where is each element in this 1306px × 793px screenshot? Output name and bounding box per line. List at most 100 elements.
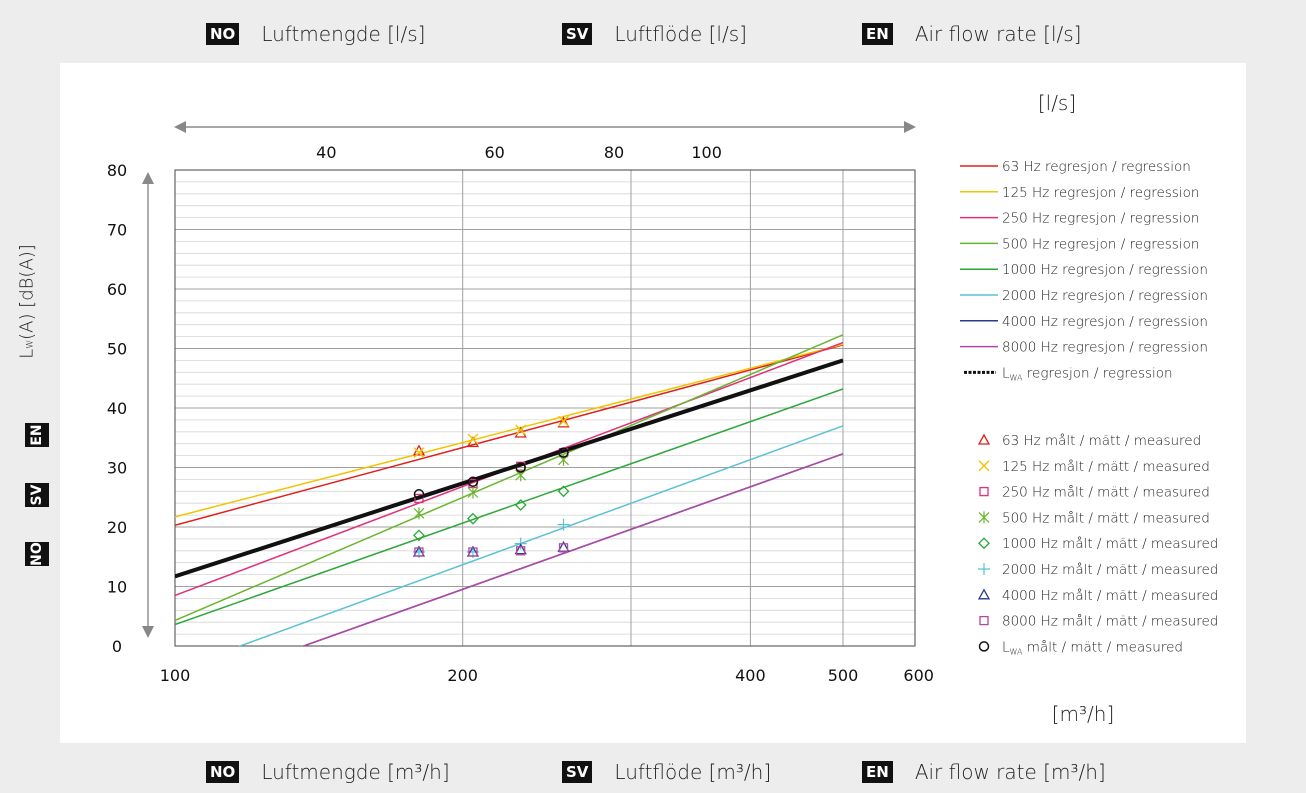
top-tick-label: 80: [604, 143, 624, 162]
legend-label-0: 63 Hz regresjon / regression: [1002, 159, 1191, 175]
legend-marker-0: [977, 433, 991, 445]
legend-marker-4: [978, 537, 990, 550]
y-tick-label: 10: [107, 578, 127, 597]
y-tick-label: 50: [107, 340, 127, 359]
footer-text-no: Luftmengde [m³/h]: [261, 760, 450, 784]
footer-text-sv: Luftflöde [m³/h]: [614, 760, 772, 784]
regression-lines: [175, 334, 844, 646]
chart-panel: [60, 63, 1246, 743]
regression-line-1: [175, 343, 844, 518]
legend-measured-label-6: 4000 Hz målt / mätt / measured: [1002, 587, 1218, 604]
x-tick-label: 100: [160, 666, 191, 685]
y-tick-label: 0: [112, 637, 122, 656]
legend-measured-label-8: LWA målt / mätt / measured: [1002, 638, 1183, 656]
legend-measured-label-5: 2000 Hz målt / mätt / measured: [1002, 561, 1218, 578]
measured-point-5-3: [557, 518, 570, 531]
measured-point-1-3: [558, 415, 570, 427]
legend-marker-8: [978, 641, 990, 652]
legend-measured-label-4: 1000 Hz målt / mätt / measured: [1002, 535, 1218, 552]
legend: 63 Hz regresjon / regression 125 Hz regre…: [960, 159, 1218, 656]
y-tick-label: 40: [107, 399, 127, 418]
legend-marker-2: [979, 486, 989, 497]
legend-marker-7: [979, 615, 989, 626]
header-badge-sv: SV: [562, 23, 593, 45]
top-axis-unit: [l/s]: [1038, 91, 1076, 115]
plot-border: [174, 169, 916, 647]
legend-measured-label-7: 8000 Hz målt / mätt / measured: [1002, 613, 1218, 630]
legend-label-6: 4000 Hz regresjon / regression: [1002, 314, 1208, 330]
y-tick-label: 20: [107, 518, 127, 537]
regression-line-3: [175, 334, 844, 622]
legend-label-4: 1000 Hz regresjon / regression: [1002, 262, 1208, 278]
measured-point-8-0: [413, 489, 425, 500]
lwa-regression-line: [175, 358, 844, 579]
top-tick-label: 100: [691, 143, 722, 162]
measured-point-4-1: [467, 512, 479, 525]
measured-point-7-3: [558, 543, 569, 553]
measured-point-3-2: [515, 469, 527, 482]
measured-point-6-2: [514, 543, 527, 555]
measured-point-4-0: [413, 529, 425, 542]
top-axis-arrow-head-left: [174, 121, 186, 133]
legend-label-1: 125 Hz regresjon / regression: [1002, 185, 1199, 201]
measured-point-0-3: [557, 416, 570, 428]
regression-line-0: [175, 344, 844, 526]
measured-point-1-0: [413, 447, 425, 459]
measured-point-8-2: [515, 462, 526, 473]
header-label-sv: SV Luftflöde [l/s]: [562, 22, 747, 46]
y-tick-label: 80: [107, 161, 127, 180]
header-text-en: Air flow rate [l/s]: [914, 22, 1082, 46]
footer-label-sv: SV Luftflöde [m³/h]: [562, 760, 771, 784]
footer-badge-no: NO: [206, 761, 240, 783]
measured-point-4-2: [514, 499, 527, 511]
measured-point-3-0: [413, 507, 425, 520]
footer-badge-en: EN: [862, 761, 893, 783]
footer-label-no: NO Luftmengde [m³/h]: [206, 760, 450, 784]
measured-point-1-2: [515, 424, 527, 436]
legend-label-lwa: LWA regresjon / regression: [1002, 365, 1173, 382]
regression-line-7: [301, 453, 844, 646]
grid: [174, 169, 916, 647]
legend-label-2: 250 Hz regresjon / regression: [1002, 211, 1199, 227]
header-badge-en: EN: [862, 23, 893, 45]
measured-point-3-1: [467, 486, 479, 499]
measured-point-2-0: [414, 493, 424, 504]
measured-point-8-1: [467, 476, 479, 488]
top-tick-label: 60: [484, 143, 504, 162]
measured-point-4-3: [557, 485, 570, 498]
y-tick-label: 70: [107, 221, 127, 240]
measured-point-8-3: [558, 447, 569, 458]
legend-marker-5: [978, 563, 990, 575]
top-axis-arrow-head-right: [904, 121, 916, 133]
legend-measured-label-3: 500 Hz målt / mätt / measured: [1002, 509, 1210, 526]
legend-label-3: 500 Hz regresjon / regression: [1002, 236, 1199, 252]
legend-label-7: 8000 Hz regresjon / regression: [1002, 340, 1208, 356]
regression-line-5: [237, 425, 844, 646]
y-tick-label: 30: [107, 459, 127, 478]
footer-text-en: Air flow rate [m³/h]: [914, 760, 1106, 784]
header-text-sv: Luftflöde [l/s]: [614, 22, 747, 46]
regression-line-4: [175, 388, 844, 626]
y-tick-label: 60: [107, 280, 127, 299]
x-tick-label: 200: [447, 666, 478, 685]
y-axis-arrow-head-up: [142, 172, 154, 184]
bottom-axis-unit: [m³/h]: [1052, 702, 1115, 726]
footer-badge-sv: SV: [562, 761, 593, 783]
x-tick-label: 600: [903, 666, 934, 685]
y-axis-arrow-head-down: [142, 626, 154, 638]
legend-measured-label-0: 63 Hz målt / mätt / measured: [1002, 432, 1201, 449]
header-label-no: NO Luftmengde [l/s]: [206, 22, 425, 46]
legend-measured-label-1: 125 Hz målt / mätt / measured: [1002, 458, 1210, 475]
x-tick-label: 500: [828, 666, 859, 685]
legend-marker-1: [978, 460, 990, 472]
measured-point-7-1: [468, 547, 478, 557]
header-label-en: EN Air flow rate [l/s]: [862, 22, 1081, 46]
footer-label-en: EN Air flow rate [m³/h]: [862, 760, 1106, 784]
x-tick-label: 400: [735, 666, 766, 685]
header-text-no: Luftmengde [l/s]: [261, 22, 426, 46]
legend-marker-3: [978, 511, 990, 524]
measured-points: [412, 415, 570, 558]
measured-point-7-2: [516, 546, 526, 556]
legend-measured-label-2: 250 Hz målt / mätt / measured: [1002, 484, 1210, 501]
